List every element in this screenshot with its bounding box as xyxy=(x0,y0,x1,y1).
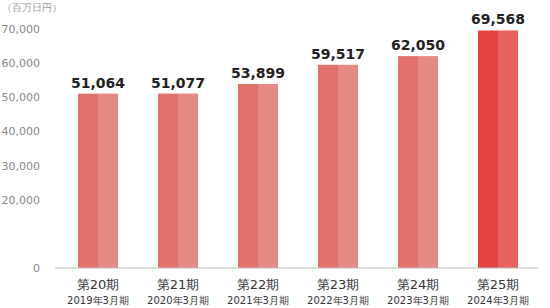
y-tick xyxy=(44,63,48,64)
x-tick-label-line: 第21期 xyxy=(157,277,200,292)
bar xyxy=(398,56,438,268)
bar-highlight xyxy=(98,94,118,268)
bars xyxy=(78,30,518,268)
bar-highlight xyxy=(498,30,518,268)
y-tick-label: 40,000 xyxy=(2,125,41,138)
bar xyxy=(158,94,198,268)
x-tick-label-line: 2024年3月期 xyxy=(467,295,529,306)
y-tick-label: 50,000 xyxy=(2,91,41,104)
x-tick-label-line: 2023年3月期 xyxy=(387,295,449,306)
y-tick xyxy=(44,97,48,98)
bar xyxy=(478,30,518,268)
y-tick xyxy=(44,268,48,269)
x-tick-label-line: 第24期 xyxy=(397,277,440,292)
chart: （百万日円） 0 20,000 30,000 40,000 50,000 60,000 70,… xyxy=(0,0,550,308)
x-tick-label-line: 第23期 xyxy=(317,277,360,292)
bar xyxy=(238,84,278,268)
x-axis xyxy=(55,268,538,269)
y-tick-label: 70,000 xyxy=(2,23,41,36)
y-tick xyxy=(44,131,48,132)
data-label: 51,064 xyxy=(71,75,125,91)
unit-label: （百万日円） xyxy=(2,2,62,13)
y-tick-label: 20,000 xyxy=(2,194,41,207)
y-tick xyxy=(44,165,48,166)
data-label: 62,050 xyxy=(391,37,445,53)
x-tick-label: 第21期 2020年3月期 xyxy=(147,277,209,306)
bar-highlight xyxy=(338,65,358,268)
x-tick-label: 第22期 2021年3月期 xyxy=(227,277,289,306)
x-tick-label: 第25期 2024年3月期 xyxy=(467,277,529,306)
x-tick-label-line: 第25期 xyxy=(477,277,520,292)
y-tick-label: 0 xyxy=(33,262,40,275)
y-tick xyxy=(44,29,48,30)
x-tick-label-line: 2022年3月期 xyxy=(307,295,369,306)
x-tick-label-line: 2019年3月期 xyxy=(67,295,129,306)
bar-highlight xyxy=(418,56,438,268)
y-tick-label: 60,000 xyxy=(2,57,41,70)
x-tick-label-line: 2021年3月期 xyxy=(227,295,289,306)
bar xyxy=(318,65,358,268)
bar xyxy=(78,94,118,268)
data-label: 59,517 xyxy=(311,46,365,62)
x-tick-label: 第23期 2022年3月期 xyxy=(307,277,369,306)
x-tick-label: 第20期 2019年3月期 xyxy=(67,277,129,306)
y-tick-label: 30,000 xyxy=(2,160,41,173)
x-tick-label-line: 第20期 xyxy=(77,277,120,292)
x-tick-label: 第24期 2023年3月期 xyxy=(387,277,449,306)
x-tick-label-line: 2020年3月期 xyxy=(147,295,209,306)
y-tick xyxy=(44,199,48,200)
x-tick-label-line: 第22期 xyxy=(237,277,280,292)
data-label: 51,077 xyxy=(151,75,205,91)
bar-highlight xyxy=(258,84,278,268)
bar-highlight xyxy=(178,94,198,268)
data-label: 53,899 xyxy=(231,65,285,81)
data-label: 69,568 xyxy=(471,11,525,27)
